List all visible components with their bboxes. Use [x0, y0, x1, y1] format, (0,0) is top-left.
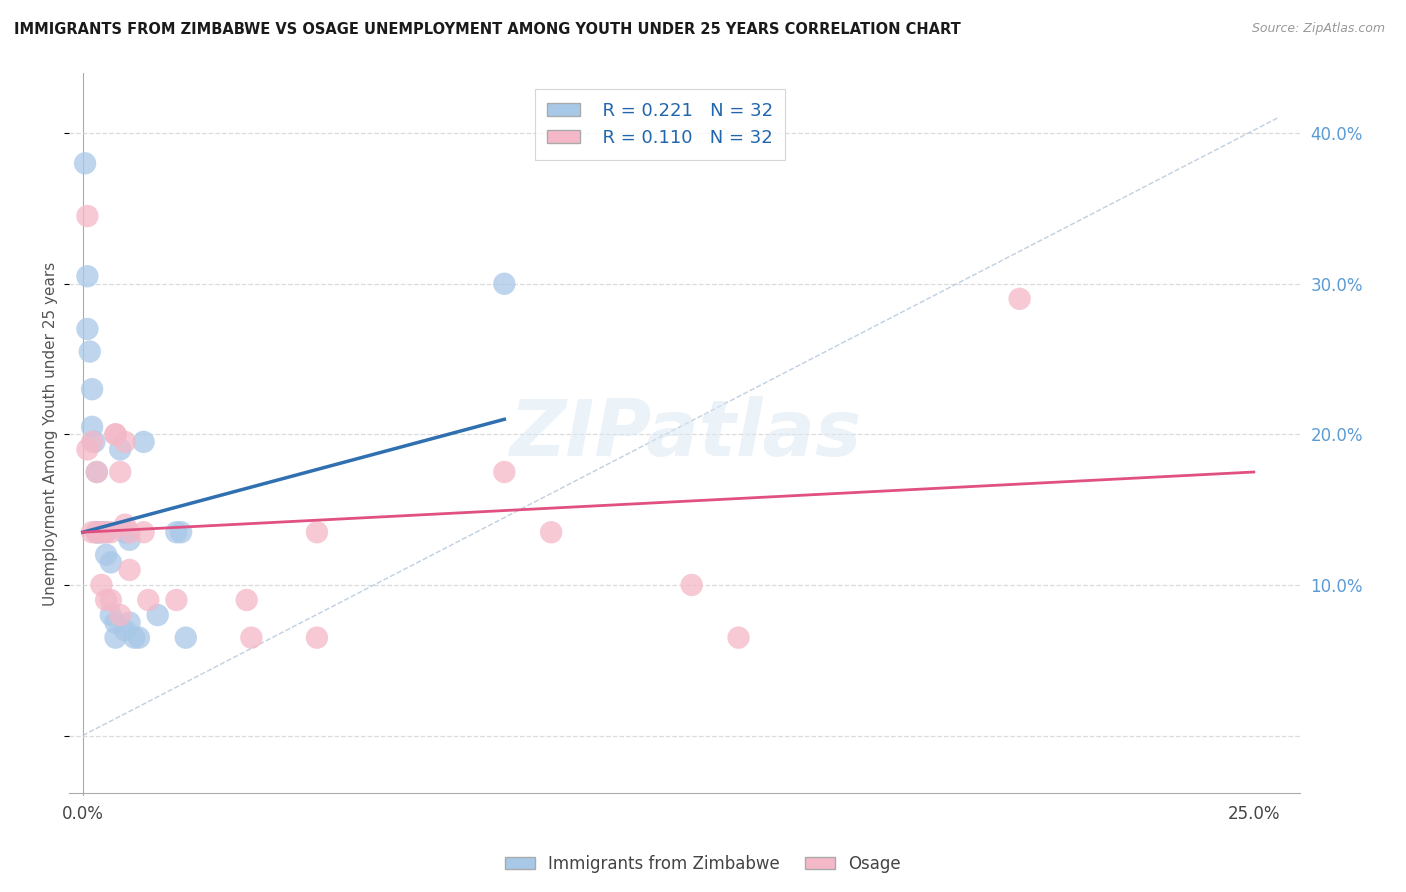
Point: [100, 525, 122, 540]
Legend: Immigrants from Zimbabwe, Osage: Immigrants from Zimbabwe, Osage: [498, 848, 908, 880]
Point: [86, 465, 108, 479]
Y-axis label: Unemployment Among Youth under 25 years: Unemployment Among Youth under 25 years: [44, 262, 58, 607]
Point: [104, 427, 127, 442]
Point: [90, 525, 112, 540]
Point: [174, 631, 197, 645]
Point: [104, 427, 127, 442]
Point: [108, 465, 131, 479]
Point: [132, 434, 155, 449]
Point: [114, 434, 136, 449]
Point: [122, 631, 145, 645]
Point: [82, 434, 104, 449]
Point: [235, 593, 257, 607]
Point: [494, 277, 516, 291]
Point: [240, 631, 263, 645]
Point: [90, 525, 112, 540]
Point: [165, 593, 187, 607]
Point: [86, 525, 108, 540]
Point: [100, 555, 122, 569]
Point: [94, 525, 117, 540]
Point: [86, 465, 108, 479]
Point: [681, 578, 703, 592]
Point: [108, 442, 131, 457]
Point: [90, 578, 112, 592]
Point: [100, 593, 122, 607]
Point: [79, 344, 101, 359]
Point: [114, 517, 136, 532]
Point: [108, 608, 131, 623]
Point: [94, 525, 117, 540]
Point: [82, 382, 104, 396]
Point: [94, 593, 117, 607]
Point: [86, 525, 108, 540]
Point: [90, 525, 112, 540]
Point: [76, 322, 98, 336]
Point: [128, 631, 150, 645]
Point: [86, 525, 108, 540]
Point: [76, 269, 98, 284]
Text: IMMIGRANTS FROM ZIMBABWE VS OSAGE UNEMPLOYMENT AMONG YOUTH UNDER 25 YEARS CORREL: IMMIGRANTS FROM ZIMBABWE VS OSAGE UNEMPL…: [14, 22, 960, 37]
Text: Source: ZipAtlas.com: Source: ZipAtlas.com: [1251, 22, 1385, 36]
Point: [118, 563, 141, 577]
Point: [75, 156, 97, 170]
Point: [104, 615, 127, 630]
Point: [114, 525, 136, 540]
Point: [540, 525, 562, 540]
Point: [94, 548, 117, 562]
Point: [118, 533, 141, 547]
Point: [132, 525, 155, 540]
Point: [76, 442, 98, 457]
Point: [146, 608, 169, 623]
Point: [83, 434, 105, 449]
Text: ZIPatlas: ZIPatlas: [509, 396, 860, 473]
Point: [82, 420, 104, 434]
Point: [118, 615, 141, 630]
Point: [165, 525, 187, 540]
Point: [1008, 292, 1031, 306]
Point: [494, 465, 516, 479]
Point: [104, 631, 127, 645]
Point: [305, 525, 328, 540]
Point: [305, 631, 328, 645]
Point: [76, 209, 98, 223]
Point: [118, 525, 141, 540]
Point: [82, 525, 104, 540]
Point: [170, 525, 193, 540]
Point: [100, 608, 122, 623]
Point: [136, 593, 159, 607]
Point: [727, 631, 749, 645]
Point: [114, 623, 136, 637]
Legend:   R = 0.221   N = 32,   R = 0.110   N = 32: R = 0.221 N = 32, R = 0.110 N = 32: [534, 89, 786, 160]
Point: [86, 525, 108, 540]
